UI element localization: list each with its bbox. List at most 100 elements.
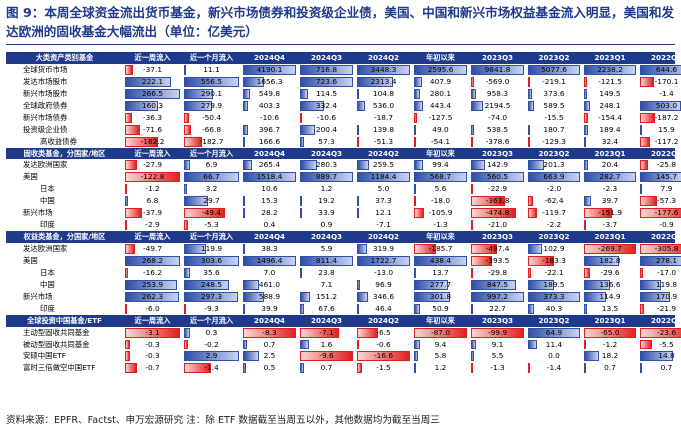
column-header: 2023Q1 (594, 53, 626, 62)
column-header: 2023Q2 (538, 232, 570, 242)
value-text: 142.9 (486, 160, 509, 170)
positive-bar (528, 88, 532, 99)
value-text: 2.5 (263, 351, 276, 361)
positive-bar (243, 303, 245, 314)
positive-bar (184, 267, 190, 278)
value-text: -13.0 (373, 267, 394, 277)
value-text: -57.3 (656, 196, 677, 206)
row-label: 印度 (40, 303, 55, 313)
value-text: -23.6 (656, 327, 677, 337)
row-label: 新兴市场债券 (23, 112, 68, 122)
value-text: -10.6 (316, 112, 337, 122)
value-text: -1.3 (490, 363, 505, 373)
value-cell: 170.9 (638, 291, 681, 303)
value-cell: 28.2 (241, 207, 298, 219)
positive-bar (584, 303, 587, 314)
value-text: 396.7 (258, 124, 281, 134)
value-text: 2595.6 (427, 64, 454, 74)
positive-bar (125, 100, 158, 111)
column-header: 年初以来 (426, 232, 455, 242)
value-text: -50.4 (201, 112, 222, 122)
value-cell: -65.0 (582, 327, 638, 339)
figure-title: 图 9：本周全球资金流出货币基金，新兴市场债券和投资级企业债，美国、中国和新兴市… (6, 5, 675, 39)
source-note: 资料来源：EPFR、Factst、申万宏源研究 注：除 ETF 数据截至当周五以… (6, 415, 440, 426)
value-text: 23.8 (318, 267, 335, 277)
row-label: 美国 (23, 255, 38, 265)
value-cell: 278.1 (638, 255, 681, 267)
positive-bar (357, 124, 359, 135)
value-cell: 346.6 (355, 291, 412, 303)
positive-bar (528, 244, 542, 254)
positive-bar (184, 291, 238, 302)
value-cell: 22.7 (469, 303, 526, 315)
value-cell: 39.7 (582, 195, 638, 207)
value-text: -22.9 (487, 184, 508, 194)
value-text: 28.2 (261, 208, 278, 218)
value-cell: -8.3 (241, 327, 298, 339)
value-text: 262.3 (141, 291, 164, 301)
positive-bar (357, 208, 359, 219)
value-text: 2194.5 (484, 100, 511, 110)
row-label: 日本 (40, 267, 55, 277)
column-header: 年初以来 (426, 148, 455, 158)
value-cell: 102.9 (526, 243, 582, 255)
value-cell: -37.9 (123, 207, 182, 219)
value-text: -21.9 (656, 303, 677, 313)
positive-bar (414, 279, 448, 290)
positive-bar (357, 255, 410, 266)
positive-bar (357, 88, 359, 99)
column-header: 近一个月流入 (189, 148, 234, 158)
value-cell: -3.7 (582, 219, 638, 231)
value-text: -363.8 (485, 196, 510, 206)
value-text: -497.4 (485, 244, 510, 253)
value-text: 2313.4 (370, 76, 397, 86)
section-title: 固收类基金，分国家/地区 (23, 148, 106, 158)
positive-bar (584, 363, 586, 374)
value-text: 11.1 (203, 64, 220, 74)
value-text: 3448.3 (370, 64, 397, 74)
negative-bar (125, 351, 130, 362)
value-cell: 11.1 (182, 64, 241, 76)
negative-bar (184, 208, 225, 219)
value-cell: 997.2 (469, 291, 526, 303)
value-cell: -18.7 (355, 112, 412, 124)
value-text: 1496.4 (256, 255, 283, 265)
positive-bar (357, 279, 360, 290)
negative-bar (184, 303, 186, 314)
value-text: 0.7 (660, 363, 673, 373)
positive-bar (471, 291, 524, 302)
value-cell: -1.3 (469, 362, 526, 374)
value-cell: -474.8 (469, 207, 526, 219)
value-cell: 49.0 (412, 124, 469, 136)
value-text: -305.8 (654, 244, 679, 253)
value-text: 301.8 (429, 291, 452, 301)
positive-bar (471, 160, 485, 171)
row-label: 日本 (40, 184, 55, 194)
value-text: 29.7 (203, 196, 220, 206)
value-cell: -117.2 (638, 136, 681, 148)
positive-bar (243, 64, 296, 75)
value-cell: 663.9 (526, 171, 582, 183)
positive-bar (528, 327, 580, 338)
value-text: 6.9 (205, 160, 218, 170)
value-cell: 266.5 (123, 88, 182, 100)
value-text: -16.2 (142, 267, 163, 277)
negative-bar (184, 112, 189, 123)
column-header: 近一个月流入 (189, 315, 234, 325)
value-text: 958.3 (486, 88, 509, 98)
positive-bar (243, 100, 248, 111)
column-header: 2022Q4 (650, 53, 681, 62)
positive-bar (471, 279, 516, 290)
value-cell: 538.5 (469, 124, 526, 136)
table-row: 新兴市场 262.3 297.3 588.9 151.2 346.6 301.8 997.2 3… (6, 291, 677, 303)
value-cell: 723.6 (298, 76, 355, 88)
column-header: 近一个月流入 (189, 53, 234, 62)
value-text: -1.2 (145, 184, 160, 194)
value-cell: 10.6 (241, 183, 298, 195)
value-text: 279.9 (200, 100, 223, 110)
table-row: 高收益债券 -162.2 -182.7 166.6 57.3 -51.3 -54.1 -378… (6, 136, 678, 148)
value-cell: 280.3 (298, 159, 355, 171)
value-text: 7.9 (660, 184, 673, 194)
positive-bar (300, 124, 315, 135)
positive-bar (184, 160, 190, 171)
